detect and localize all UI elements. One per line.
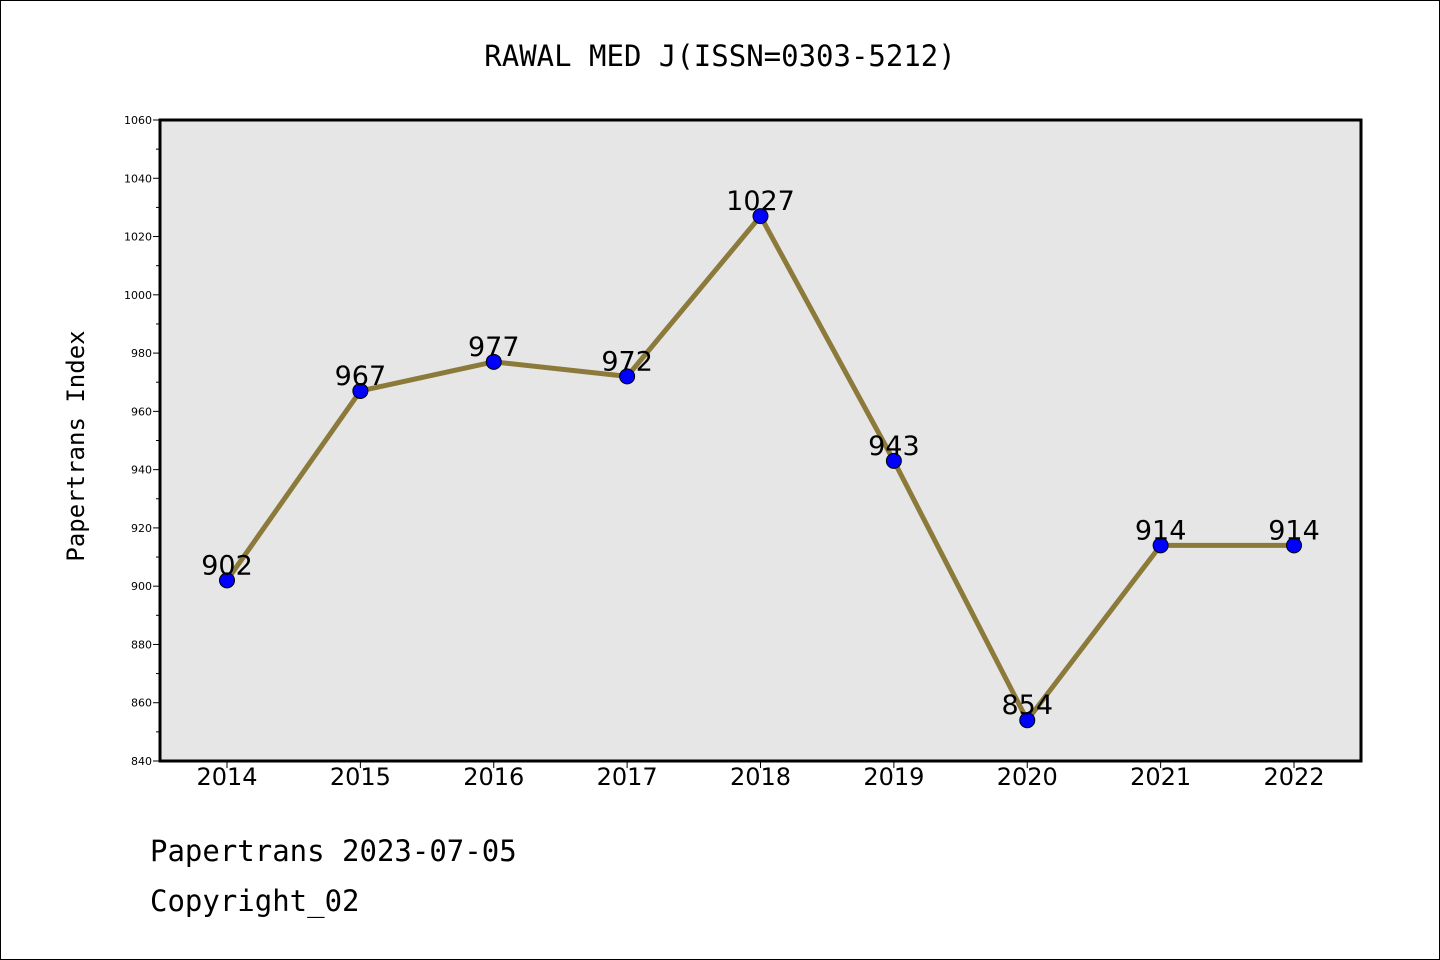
y-tick-label: 1000 [124, 289, 152, 302]
x-tick-label: 2014 [196, 763, 257, 791]
y-tick-label: 940 [131, 464, 152, 477]
y-tick-label: 920 [131, 522, 152, 535]
x-tick-label: 2018 [730, 763, 791, 791]
data-label: 977 [468, 332, 520, 363]
series-group: 902 967 977 972 1027 943 854 914 914 [201, 186, 1320, 729]
y-tick-label: 1040 [124, 172, 152, 185]
data-label: 943 [868, 431, 920, 462]
data-label: 1027 [726, 186, 795, 217]
y-tick-label: 1020 [124, 231, 152, 244]
x-tick-label: 2022 [1263, 763, 1324, 791]
x-axis-ticks: 2014 2015 2016 2017 2018 2019 2020 2021 2022 [196, 761, 1325, 791]
data-point [885, 452, 902, 469]
data-point [1286, 537, 1302, 554]
data-point [619, 368, 636, 385]
data-label: 902 [201, 550, 253, 581]
y-axis-label: Papertrans Index [62, 330, 90, 561]
x-tick-label: 2016 [463, 763, 524, 791]
data-point [1019, 712, 1036, 729]
data-point [219, 572, 235, 589]
data-point [752, 208, 769, 225]
y-tick-label: 840 [131, 755, 152, 768]
data-label: 972 [601, 346, 653, 377]
y-tick-label: 980 [131, 347, 152, 360]
x-tick-label: 2021 [1130, 763, 1191, 791]
data-label: 914 [1135, 515, 1187, 546]
x-tick-label: 2017 [597, 763, 658, 791]
data-label: 914 [1268, 515, 1320, 546]
chart-title: RAWAL MED J(ISSN=0303-5212) [484, 39, 955, 73]
y-tick-label: 1060 [124, 114, 152, 127]
y-tick-label: 880 [131, 638, 152, 651]
data-point [352, 382, 369, 399]
y-tick-label: 960 [131, 405, 152, 418]
x-tick-label: 2015 [330, 763, 391, 791]
data-point [485, 353, 502, 370]
footer-copyright: Copyright_02 [150, 884, 360, 918]
y-tick-label: 900 [131, 580, 152, 593]
plot-area [160, 120, 1361, 761]
plot-border [158, 118, 1363, 763]
data-point [1152, 537, 1169, 554]
data-label: 854 [1001, 690, 1053, 721]
x-tick-label: 2019 [863, 763, 924, 791]
footer-date: Papertrans 2023-07-05 [150, 834, 517, 868]
data-label: 967 [335, 361, 387, 392]
y-axis-ticks: 840 860 880 900 920 940 960 980 1000 1020 1040 1060 [124, 114, 160, 768]
y-tick-label: 860 [131, 697, 152, 710]
x-tick-label: 2020 [997, 763, 1058, 791]
